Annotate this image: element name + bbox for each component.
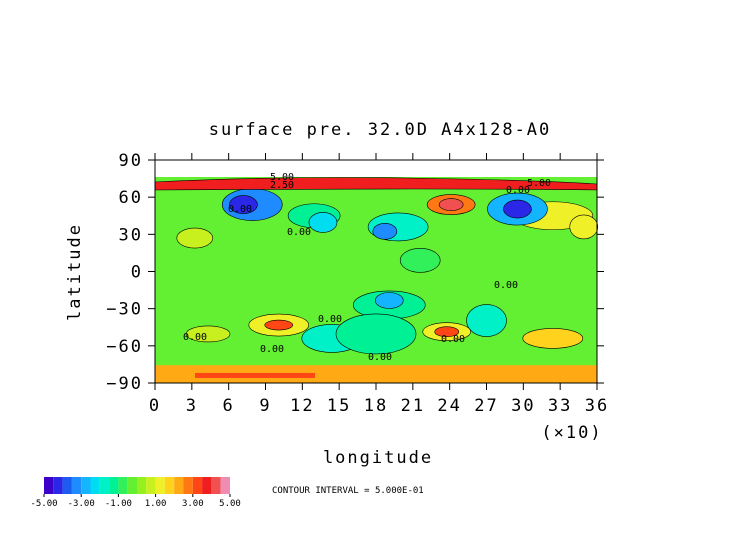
x-tick-label: 36: [585, 396, 609, 416]
colorbar-box: [164, 477, 175, 494]
contour-label: 0.00: [318, 314, 342, 325]
contour-label: 0.00: [368, 352, 392, 363]
colorbar-box: [155, 477, 165, 494]
contour-interval: CONTOUR INTERVAL = 5.000E-01: [272, 486, 424, 496]
contour-label: 0.00: [494, 280, 518, 291]
x-tick-label: 3: [186, 396, 198, 416]
y-tick-label: −90: [106, 374, 143, 394]
chart-title: surface pre. 32.0D A4x128-A0: [209, 120, 552, 140]
field-blob: [569, 214, 599, 240]
colorbar-label: 3.00: [182, 499, 204, 509]
field-blob: [399, 248, 441, 273]
x-tick-label: 24: [437, 396, 461, 416]
contour-label: 5.00: [270, 172, 294, 183]
x-tick-label: 6: [223, 396, 235, 416]
colorbar-box: [220, 477, 230, 494]
colorbar-label: 1.00: [145, 499, 167, 509]
y-tick-label: 0: [131, 263, 143, 283]
colorbar-box: [183, 477, 193, 494]
x-tick-label: 9: [259, 396, 271, 416]
colorbar-label: 5.00: [219, 499, 241, 509]
colorbar-box: [99, 477, 110, 494]
contour-label: 5.00: [527, 178, 551, 189]
colorbar-box: [127, 477, 137, 494]
field-blob: [308, 212, 338, 233]
contour-label: 0.00: [260, 344, 284, 355]
field-blob: [438, 198, 464, 211]
field-blob: [374, 292, 404, 309]
x-scale-note: (×10): [541, 423, 602, 443]
x-tick-label: 15: [327, 396, 351, 416]
contour-label: 2.50: [270, 180, 294, 191]
x-tick-label: 18: [364, 396, 388, 416]
colorbar-box: [62, 477, 72, 494]
colorbar-box: [81, 477, 91, 494]
x-tick-label: 12: [290, 396, 314, 416]
colorbar-label: -1.00: [105, 499, 132, 509]
contour-label: 0.00: [228, 204, 252, 215]
field-blob: [372, 223, 398, 240]
y-tick-label: 30: [119, 225, 143, 245]
contour-label: 0.00: [183, 332, 207, 343]
colorbar-box: [137, 477, 147, 494]
colorbar-box: [44, 477, 54, 494]
y-axis-label: latitude: [65, 223, 85, 321]
colorbar-label: -3.00: [68, 499, 95, 509]
field-blob: [264, 319, 294, 331]
field-blob: [522, 328, 584, 349]
north-blank: [155, 160, 597, 177]
field-blob: [503, 199, 532, 219]
south-band-inner: [195, 372, 315, 378]
colorbar-box: [192, 477, 203, 494]
north-band: [154, 177, 598, 191]
x-tick-label: 33: [548, 396, 572, 416]
south-band: [155, 365, 597, 383]
y-tick-label: −30: [106, 300, 143, 320]
x-axis-label: longitude: [323, 448, 433, 468]
y-tick-label: 90: [119, 151, 143, 171]
y-tick-label: 60: [119, 188, 143, 208]
colorbar-box: [146, 477, 156, 494]
field-blob: [185, 325, 231, 343]
field-blob: [434, 326, 460, 338]
contour-label: 0.00: [287, 227, 311, 238]
colorbar-box: [71, 477, 82, 494]
colorbar-box: [118, 477, 128, 494]
x-tick-label: 21: [401, 396, 425, 416]
contour-label: 0.00: [506, 185, 530, 196]
field-blob: [335, 313, 417, 355]
colorbar-box: [90, 477, 100, 494]
colorbar-box: [53, 477, 63, 494]
field-blob: [466, 304, 507, 337]
contour-label: 0.00: [441, 334, 465, 345]
y-tick-label: −60: [106, 337, 143, 357]
x-tick-label: 27: [474, 396, 498, 416]
colorbar-label: -5.00: [30, 499, 57, 509]
field-blob: [229, 195, 258, 214]
field-blob: [176, 227, 214, 249]
colorbar-box: [109, 477, 119, 494]
colorbar-box: [211, 477, 221, 494]
x-tick-label: 0: [149, 396, 161, 416]
contour-field: [154, 160, 599, 383]
colorbar-box: [202, 477, 212, 494]
colorbar-box: [174, 477, 184, 494]
x-tick-label: 30: [511, 396, 535, 416]
